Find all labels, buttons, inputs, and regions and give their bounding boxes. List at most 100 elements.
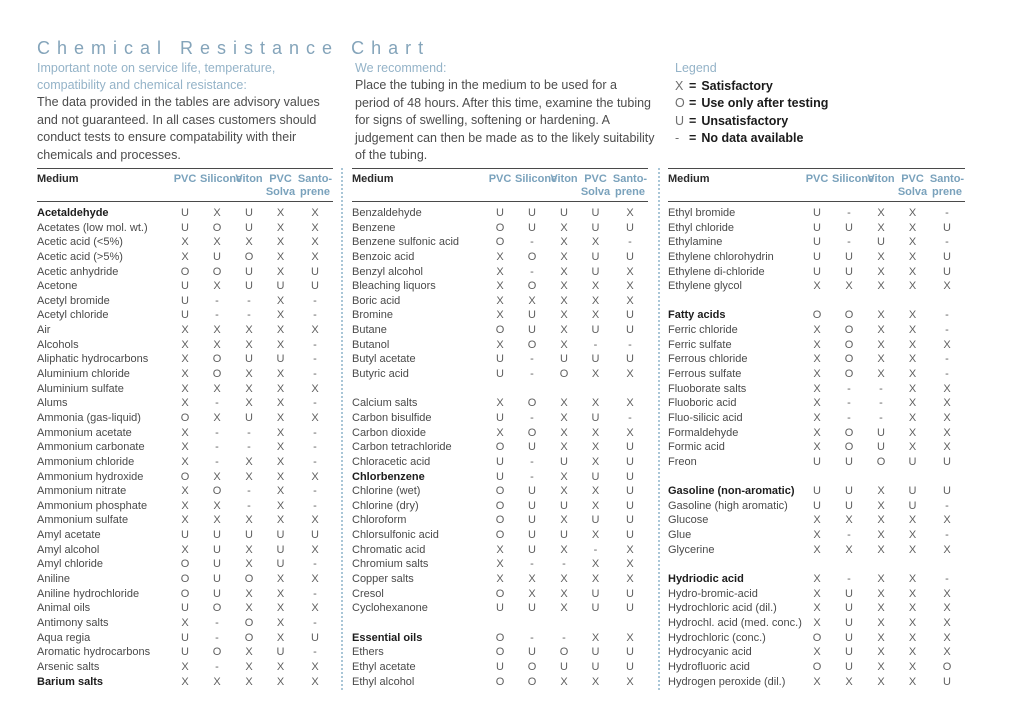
table-row: Ethylene chlorohydrin U U X X U xyxy=(668,250,965,265)
medium-name: Cyclohexanone xyxy=(352,602,428,615)
silicone-value: U xyxy=(845,455,853,468)
silicone-value: O xyxy=(212,353,222,366)
pvc-value: O xyxy=(495,236,505,249)
table-row: Arsenic salts X - X X X xyxy=(37,660,333,675)
pvc-value: O xyxy=(180,587,190,600)
silicone-value: O xyxy=(527,338,537,351)
table-row: Ammonia (gas-liquid) O X U X X xyxy=(37,411,333,426)
table-row: Ethyl bromide U - X X - xyxy=(668,206,965,221)
legend-equals: = xyxy=(689,131,697,145)
medium-name: Bromine xyxy=(352,309,393,322)
table-row: Chlorine (dry) O U U X U xyxy=(352,499,648,514)
pvc-value: O xyxy=(180,470,190,483)
santoprene-value: - xyxy=(945,309,949,322)
important-note-section: Important note on service life, temperat… xyxy=(37,60,342,164)
pvc-solva-value: U xyxy=(591,470,600,483)
viton-value: X xyxy=(560,514,568,527)
pvc-value: X xyxy=(181,616,189,629)
column-header-pvc-solva: PVC Solva xyxy=(265,173,296,198)
table-row: Freon U U O U U xyxy=(668,455,965,470)
silicone-value: O xyxy=(844,353,854,366)
medium-name: Acetic anhydride xyxy=(37,265,119,278)
table-row: Benzene O U X U U xyxy=(352,221,648,236)
viton-value: U xyxy=(245,411,253,424)
santoprene-value: X xyxy=(311,470,319,483)
table-row: Antimony salts X - O X - xyxy=(37,616,333,631)
santoprene-value: X xyxy=(943,602,951,615)
silicone-value: O xyxy=(844,309,854,322)
legend-label: Use only after testing xyxy=(701,96,829,110)
legend-item-use-after-testing: O = Use only after testing xyxy=(675,95,935,112)
silicone-value: O xyxy=(527,280,537,293)
silicone-value: U xyxy=(213,543,221,556)
viton-value: X xyxy=(877,660,885,673)
viton-value: X xyxy=(245,455,253,468)
medium-name: Alcohols xyxy=(37,338,79,351)
pvc-solva-value: X xyxy=(908,397,917,410)
viton-value: X xyxy=(245,470,253,483)
medium-name: Hydrochloric (conc.) xyxy=(668,631,766,644)
table-row: Ammonium phosphate X X - X - xyxy=(37,499,333,514)
pvc-value: U xyxy=(496,368,504,381)
table-spacer-row xyxy=(352,616,648,631)
viton-value: O xyxy=(244,616,254,629)
viton-value: - xyxy=(247,309,251,322)
medium-name: Glycerine xyxy=(668,543,715,556)
pvc-solva-value: X xyxy=(908,382,917,395)
pvc-solva-value: X xyxy=(276,309,285,322)
pvc-value: X xyxy=(181,236,189,249)
pvc-solva-value: X xyxy=(591,631,600,644)
santoprene-value: - xyxy=(313,338,317,351)
pvc-value: X xyxy=(496,543,504,556)
viton-value: X xyxy=(560,426,568,439)
viton-value: X xyxy=(877,221,885,234)
pvc-value: U xyxy=(813,221,821,234)
table-row: Benzyl alcohol X - X U X xyxy=(352,265,648,280)
medium-name: Fluoboric acid xyxy=(668,397,737,410)
pvc-value: O xyxy=(495,485,505,498)
medium-name: Chromatic acid xyxy=(352,543,426,556)
pvc-solva-value: X xyxy=(276,602,285,615)
viton-value: U xyxy=(245,221,253,234)
pvc-value: X xyxy=(813,602,821,615)
table-row: Acetyl bromide U - - X - xyxy=(37,294,333,309)
table-row: Hydrochloric acid (dil.) X U X X X xyxy=(668,601,965,616)
viton-value: X xyxy=(877,280,885,293)
pvc-solva-value: X xyxy=(591,675,600,688)
pvc-solva-value: X xyxy=(908,529,917,542)
medium-name: Acetyl chloride xyxy=(37,309,109,322)
pvc-solva-value: X xyxy=(908,280,917,293)
santoprene-value: X xyxy=(311,543,319,556)
medium-name: Cresol xyxy=(352,587,384,600)
medium-name: Carbon dioxide xyxy=(352,426,426,439)
pvc-solva-value: X xyxy=(908,543,917,556)
table-row: Hydrocyanic acid X U X X X xyxy=(668,645,965,660)
silicone-value: U xyxy=(528,646,536,659)
silicone-value: U xyxy=(845,602,853,615)
recommendation-section: We recommend: Place the tubing in the me… xyxy=(355,60,655,165)
pvc-value: X xyxy=(496,250,504,263)
pvc-solva-value: U xyxy=(908,485,917,498)
viton-value: - xyxy=(879,397,883,410)
silicone-value: U xyxy=(528,529,536,542)
pvc-value: X xyxy=(181,250,189,263)
pvc-value: X xyxy=(813,397,821,410)
medium-name: Gasoline (non-aromatic) xyxy=(668,485,795,498)
pvc-solva-value: X xyxy=(276,514,285,527)
santoprene-value: X xyxy=(943,587,951,600)
table-row: Calcium salts X O X X X xyxy=(352,396,648,411)
table-row: Glue X - X X - xyxy=(668,528,965,543)
viton-value: X xyxy=(560,587,568,600)
viton-value: X xyxy=(245,587,253,600)
silicone-value: X xyxy=(845,514,853,527)
santoprene-value: U xyxy=(943,675,951,688)
medium-name: Butane xyxy=(352,324,387,337)
pvc-value: U xyxy=(181,631,189,644)
recommendation-body: Place the tubing in the medium to be use… xyxy=(355,78,655,162)
silicone-value: U xyxy=(845,250,853,263)
viton-value: X xyxy=(560,602,568,615)
pvc-value: U xyxy=(813,455,821,468)
viton-value: X xyxy=(877,353,885,366)
pvc-value: U xyxy=(181,280,189,293)
table-row: Amyl alcohol X U X U X xyxy=(37,543,333,558)
